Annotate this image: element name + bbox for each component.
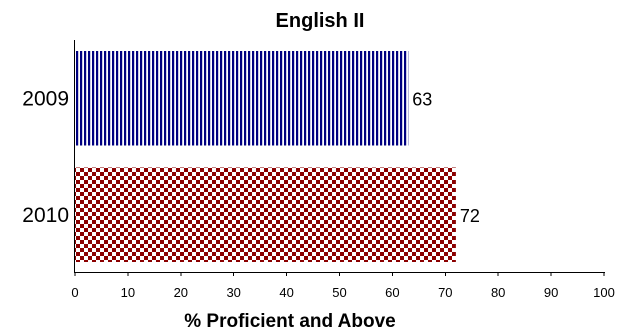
x-tick-label-90: 90 bbox=[544, 285, 558, 300]
category-label-2009: 2009 bbox=[22, 87, 69, 110]
x-tick-label-80: 80 bbox=[491, 285, 505, 300]
x-tick-label-10: 10 bbox=[121, 285, 135, 300]
x-tick-label-30: 30 bbox=[226, 285, 240, 300]
data-label-2010: 72 bbox=[460, 206, 480, 226]
x-tick-label-40: 40 bbox=[279, 285, 293, 300]
x-tick-label-20: 20 bbox=[174, 285, 188, 300]
x-tick-label-0: 0 bbox=[71, 285, 78, 300]
x-tick-label-60: 60 bbox=[385, 285, 399, 300]
x-tick-label-50: 50 bbox=[332, 285, 346, 300]
category-label-2010: 2010 bbox=[22, 204, 69, 227]
chart-title: English II bbox=[276, 10, 365, 32]
x-axis-label: % Proficient and Above bbox=[184, 311, 396, 331]
bar-2009 bbox=[75, 51, 409, 146]
bar-2010 bbox=[75, 167, 456, 262]
x-tick-label-70: 70 bbox=[438, 285, 452, 300]
x-axis-ticks: 0 10 20 30 40 50 60 70 80 90 100 bbox=[71, 272, 615, 300]
data-label-2009: 63 bbox=[412, 89, 432, 109]
bars: 2009 63 2010 72 bbox=[22, 51, 480, 262]
x-tick-label-100: 100 bbox=[593, 285, 615, 300]
